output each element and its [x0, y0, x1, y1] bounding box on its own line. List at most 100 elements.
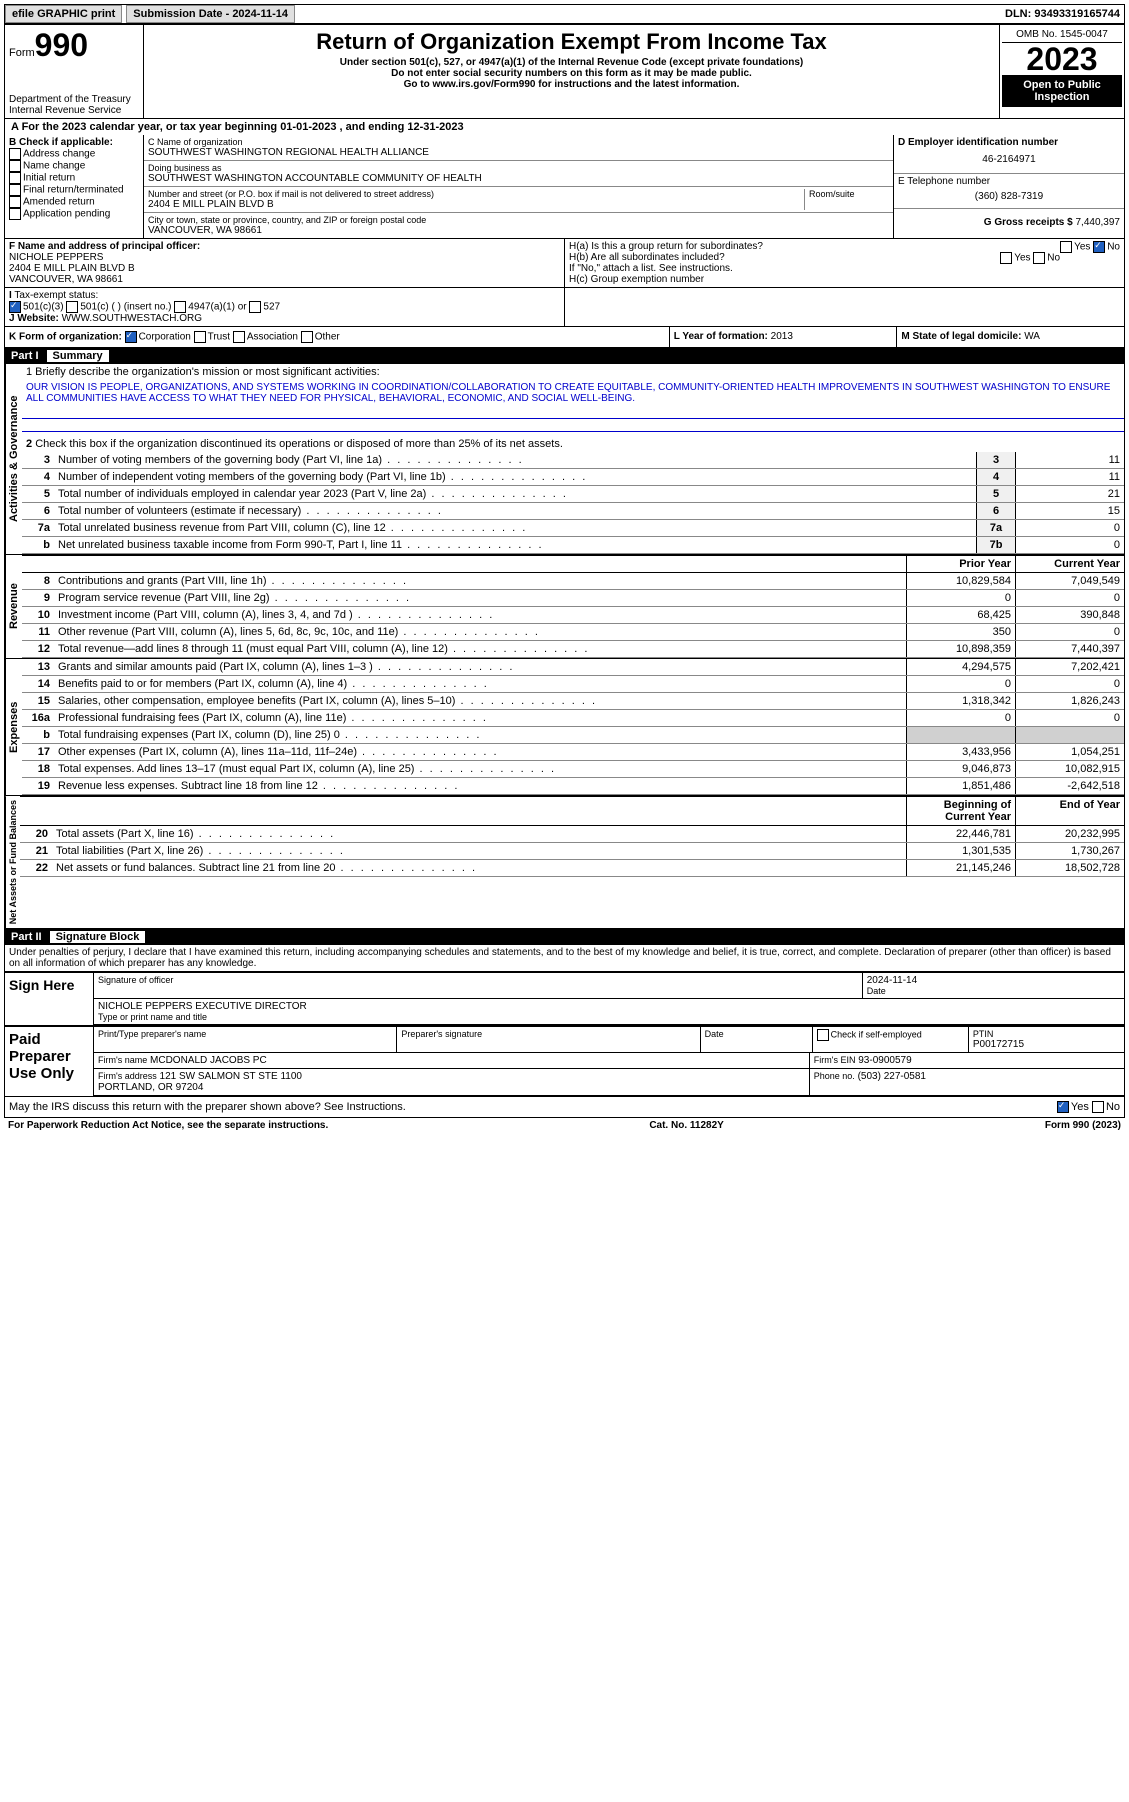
hb-yes[interactable] — [1000, 252, 1012, 264]
check-final-return[interactable] — [9, 184, 21, 196]
footer: For Paperwork Reduction Act Notice, see … — [4, 1118, 1125, 1133]
ha-yes[interactable] — [1060, 241, 1072, 253]
prior-value: 350 — [907, 624, 1016, 641]
prior-header: Prior Year — [907, 556, 1016, 573]
line-text: Total fundraising expenses (Part IX, col… — [54, 727, 907, 744]
form-container: Form990 Department of the Treasury Inter… — [4, 24, 1125, 1118]
perjury-text: Under penalties of perjury, I declare th… — [5, 945, 1124, 971]
line-text: Number of voting members of the governin… — [54, 452, 977, 469]
line-value: 21 — [1016, 486, 1125, 503]
line-num: 4 — [22, 469, 54, 486]
form-title: Return of Organization Exempt From Incom… — [148, 29, 995, 55]
check-trust[interactable] — [194, 331, 206, 343]
paid-prep-label: Paid Preparer Use Only — [5, 1027, 94, 1096]
mission-label: 1 Briefly describe the organization's mi… — [22, 364, 1124, 380]
city-label: City or town, state or province, country… — [148, 215, 889, 225]
check-amended[interactable] — [9, 196, 21, 208]
line-num: 16a — [22, 710, 54, 727]
discuss-yes[interactable] — [1057, 1101, 1069, 1113]
line-num: b — [22, 727, 54, 744]
check-name-change[interactable] — [9, 160, 21, 172]
submission-button[interactable]: Submission Date - 2024-11-14 — [126, 5, 295, 23]
check-other[interactable] — [301, 331, 313, 343]
subtitle-1: Under section 501(c), 527, or 4947(a)(1)… — [148, 57, 995, 68]
exp-table: 13 Grants and similar amounts paid (Part… — [22, 659, 1124, 795]
header-mid: Return of Organization Exempt From Incom… — [144, 25, 999, 118]
name-label: C Name of organization — [148, 137, 889, 147]
ha-no[interactable] — [1093, 241, 1105, 253]
current-value: 0 — [1016, 590, 1125, 607]
box-l: L Year of formation: 2013 — [670, 327, 898, 347]
end-header: End of Year — [1016, 797, 1125, 826]
current-header: Current Year — [1016, 556, 1125, 573]
website-value: WWW.SOUTHWESTACH.ORG — [62, 313, 202, 324]
footer-right: Form 990 (2023) — [1045, 1120, 1121, 1131]
check-4947[interactable] — [174, 301, 186, 313]
box-m: M State of legal domicile: WA — [897, 327, 1124, 347]
efile-button[interactable]: efile GRAPHIC print — [5, 5, 122, 23]
part2-title: Signature Block — [50, 931, 146, 943]
current-value: 7,202,421 — [1016, 659, 1125, 676]
dba-value: SOUTHWEST WASHINGTON ACCOUNTABLE COMMUNI… — [148, 173, 889, 184]
line-text: Net assets or fund balances. Subtract li… — [52, 860, 907, 877]
current-value: 0 — [1016, 676, 1125, 693]
ag-table: 3 Number of voting members of the govern… — [22, 452, 1124, 554]
check-pending[interactable] — [9, 208, 21, 220]
line-num: b — [22, 537, 54, 554]
firm-city: PORTLAND, OR 97204 — [98, 1082, 203, 1093]
prior-value: 9,046,873 — [907, 761, 1016, 778]
line-box: 5 — [977, 486, 1016, 503]
opt-corp: Corporation — [139, 332, 191, 343]
discuss-no[interactable] — [1092, 1101, 1104, 1113]
check-corp[interactable] — [125, 331, 137, 343]
instructions-link[interactable]: Go to www.irs.gov/Form990 for instructio… — [148, 79, 995, 90]
line-value: 0 — [1016, 520, 1125, 537]
line-num: 12 — [22, 641, 54, 658]
expenses-section: Expenses 13 Grants and similar amounts p… — [5, 659, 1124, 796]
line-num: 5 — [22, 486, 54, 503]
check-address-change[interactable] — [9, 148, 21, 160]
dept-treasury: Department of the Treasury — [9, 94, 139, 105]
line-text: Total revenue—add lines 8 through 11 (mu… — [54, 641, 907, 658]
check-assoc[interactable] — [233, 331, 245, 343]
line-text: Contributions and grants (Part VIII, lin… — [54, 573, 907, 590]
form-label: Form — [9, 47, 35, 59]
current-value: 10,082,915 — [1016, 761, 1125, 778]
line2-text: Check this box if the organization disco… — [35, 438, 563, 450]
na-table: Beginning of Current YearEnd of Year 20 … — [20, 796, 1124, 877]
check-501c3[interactable] — [9, 301, 21, 313]
prep-sig-label: Preparer's signature — [401, 1029, 695, 1039]
self-emp-check[interactable] — [817, 1029, 829, 1041]
hb-no[interactable] — [1033, 252, 1045, 264]
current-value: 1,826,243 — [1016, 693, 1125, 710]
header-right: OMB No. 1545-0047 2023 Open to Public In… — [999, 25, 1124, 118]
netassets-section: Net Assets or Fund Balances Beginning of… — [5, 796, 1124, 929]
prior-value — [907, 727, 1016, 744]
officer-addr2: VANCOUVER, WA 98661 — [9, 274, 560, 285]
top-bar: efile GRAPHIC print Submission Date - 20… — [4, 4, 1125, 24]
discuss-yes-label: Yes — [1071, 1101, 1089, 1113]
current-value: 390,848 — [1016, 607, 1125, 624]
line-text: Total assets (Part X, line 16) — [52, 826, 907, 843]
line-num: 6 — [22, 503, 54, 520]
line-value: 0 — [1016, 537, 1125, 554]
line-num: 21 — [20, 843, 52, 860]
check-527[interactable] — [249, 301, 261, 313]
current-value: 18,502,728 — [1016, 860, 1125, 877]
box-f: F Name and address of principal officer:… — [5, 239, 565, 287]
check-501c[interactable] — [66, 301, 78, 313]
line-num: 20 — [20, 826, 52, 843]
prior-value: 1,318,342 — [907, 693, 1016, 710]
box-h: H(a) Is this a group return for subordin… — [565, 239, 1124, 287]
sign-here-label: Sign Here — [5, 973, 94, 1025]
opt-pending: Application pending — [23, 209, 110, 220]
phone-label: E Telephone number — [898, 176, 1120, 187]
firm-name: MCDONALD JACOBS PC — [150, 1055, 267, 1066]
opt-4947: 4947(a)(1) or — [188, 302, 246, 313]
line-num: 14 — [22, 676, 54, 693]
firm-phone: (503) 227-0581 — [858, 1071, 926, 1082]
no-label: No — [1107, 242, 1120, 253]
side-na: Net Assets or Fund Balances — [5, 796, 20, 928]
tax-status-label: Tax-exempt status: — [14, 290, 98, 301]
check-initial-return[interactable] — [9, 172, 21, 184]
